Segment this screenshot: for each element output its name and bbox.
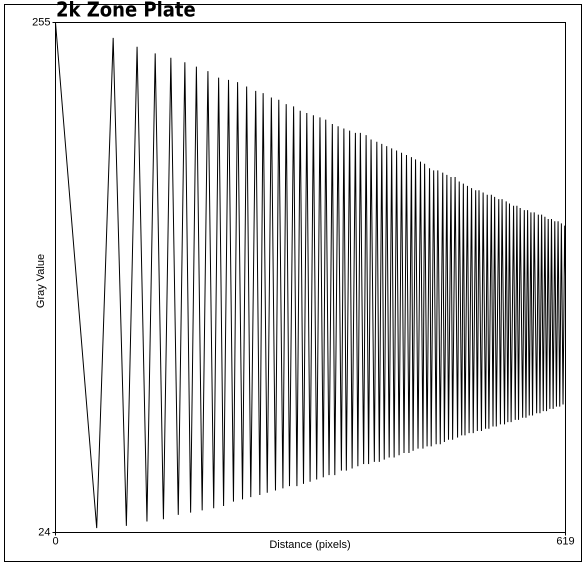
y-tick-label: 255 xyxy=(32,16,50,28)
y-axis-label: Gray Value xyxy=(35,254,47,308)
frame xyxy=(4,4,582,562)
profile-line xyxy=(55,22,566,529)
chart-title: 2k Zone Plate xyxy=(56,0,196,22)
x-tick-label: 619 xyxy=(556,535,574,547)
y-tick-label: 24 xyxy=(38,526,50,538)
x-tick-label: 0 xyxy=(52,535,58,547)
plot-area xyxy=(55,22,566,533)
x-axis-label: Distance (pixels) xyxy=(269,539,350,551)
